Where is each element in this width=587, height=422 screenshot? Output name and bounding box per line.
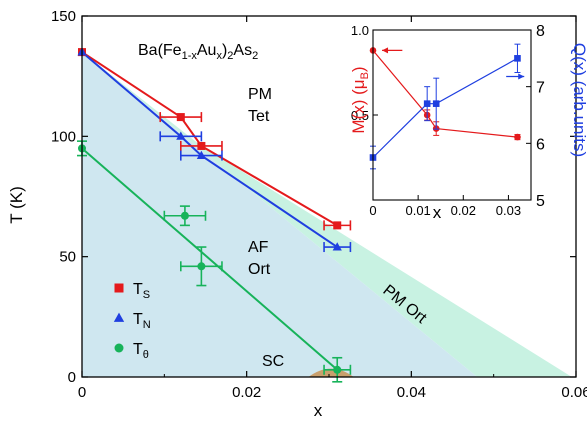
data-point bbox=[197, 141, 206, 150]
fit-line bbox=[81, 51, 338, 227]
inset-x-tick-label: 0.02 bbox=[451, 203, 476, 218]
legend-label-sub: N bbox=[143, 319, 151, 331]
legend-label-sub: S bbox=[143, 289, 150, 301]
data-point bbox=[333, 221, 342, 230]
y-tick-label: 0 bbox=[68, 369, 76, 386]
x-tick-label: 0.06 bbox=[561, 384, 587, 401]
inset-right-y-tick-label: 7 bbox=[536, 80, 545, 97]
sc-dome bbox=[308, 368, 354, 377]
data-point bbox=[176, 131, 186, 140]
region-label-sc: SC bbox=[262, 353, 284, 370]
inset-left-y-label-end: ) bbox=[349, 66, 368, 72]
inset-x-tick-label: 0.01 bbox=[405, 203, 430, 218]
legend-label-sub: θ bbox=[143, 349, 149, 361]
legend-marker bbox=[114, 283, 124, 293]
x-tick-label: 0 bbox=[78, 384, 86, 401]
inset-left-y-label-part: M(x) (μ bbox=[349, 79, 368, 133]
legend-marker bbox=[113, 312, 125, 322]
inset-x-axis-label: x bbox=[433, 203, 442, 222]
inset-data-point bbox=[432, 100, 440, 107]
inset-data-point bbox=[514, 55, 521, 62]
legend-label-base: T bbox=[133, 311, 143, 328]
inset-left-y-label-sub: B bbox=[359, 72, 371, 79]
inset-x-tick-label: 0 bbox=[369, 203, 376, 218]
x-tick-label: 0.04 bbox=[397, 384, 426, 401]
inset-right-y-label: Q(x) (arb.units) bbox=[570, 43, 587, 157]
inset-right-y-tick-label: 8 bbox=[536, 23, 545, 40]
inset-chart: 0 0.01 0.02 0.03 0.5 1.0 5 6 7 8 x M(x) (μB) Q(x)… bbox=[349, 23, 587, 222]
legend-label: TN bbox=[133, 311, 151, 331]
y-tick-label: 50 bbox=[59, 249, 76, 266]
data-point bbox=[176, 113, 185, 122]
fit-line bbox=[81, 147, 338, 371]
legend-marker bbox=[114, 343, 124, 353]
legend-label: TS bbox=[133, 281, 150, 301]
data-point bbox=[333, 365, 342, 374]
inset-series-line bbox=[372, 50, 518, 138]
data-point bbox=[332, 242, 342, 251]
title-sub: 2 bbox=[252, 50, 258, 62]
inset-left-y-tick-label: 1.0 bbox=[351, 23, 369, 38]
inset-right-y-tick-label: 6 bbox=[536, 136, 545, 153]
legend-label: Tθ bbox=[133, 341, 149, 361]
inset-left-y-label: M(x) (μB) bbox=[349, 66, 371, 133]
region-label-af-ort-line2: Ort bbox=[248, 261, 271, 278]
x-axis-label: x bbox=[314, 401, 323, 420]
data-point bbox=[196, 150, 206, 159]
data-point bbox=[180, 211, 189, 220]
title-sub: x bbox=[216, 50, 222, 62]
x-tick-label: 0.02 bbox=[232, 384, 261, 401]
data-point bbox=[197, 262, 206, 271]
chart-title: Ba(Fe1-xAux)2As2 bbox=[138, 42, 258, 62]
region-label-pm-tet-line2: Tet bbox=[248, 108, 270, 125]
inset-data-point bbox=[514, 133, 521, 141]
y-axis-label: T (K) bbox=[7, 186, 26, 223]
inset-x-tick-label: 0.03 bbox=[496, 203, 521, 218]
left-axis-arrowhead bbox=[382, 47, 389, 54]
title-sub: 1-x bbox=[182, 50, 198, 62]
region-label-af-ort: AF bbox=[248, 239, 269, 256]
y-tick-label: 150 bbox=[51, 8, 76, 25]
title-part: ) bbox=[222, 42, 227, 59]
legend-label-base: T bbox=[133, 281, 143, 298]
title-part: As bbox=[233, 42, 252, 59]
region-label-pm-tet: PM bbox=[248, 86, 272, 103]
title-part: Au bbox=[197, 42, 217, 59]
inset-series-line bbox=[372, 57, 518, 158]
title-part: Ba(Fe bbox=[138, 42, 182, 59]
inset-right-y-tick-label: 5 bbox=[536, 193, 545, 210]
title-sub: 2 bbox=[227, 50, 233, 62]
y-tick-label: 100 bbox=[51, 128, 76, 145]
inset-data-point bbox=[423, 100, 431, 107]
inset-left-y-tick-label: 0.5 bbox=[351, 108, 369, 123]
legend-label-base: T bbox=[133, 341, 143, 358]
right-axis-arrowhead bbox=[518, 73, 525, 80]
